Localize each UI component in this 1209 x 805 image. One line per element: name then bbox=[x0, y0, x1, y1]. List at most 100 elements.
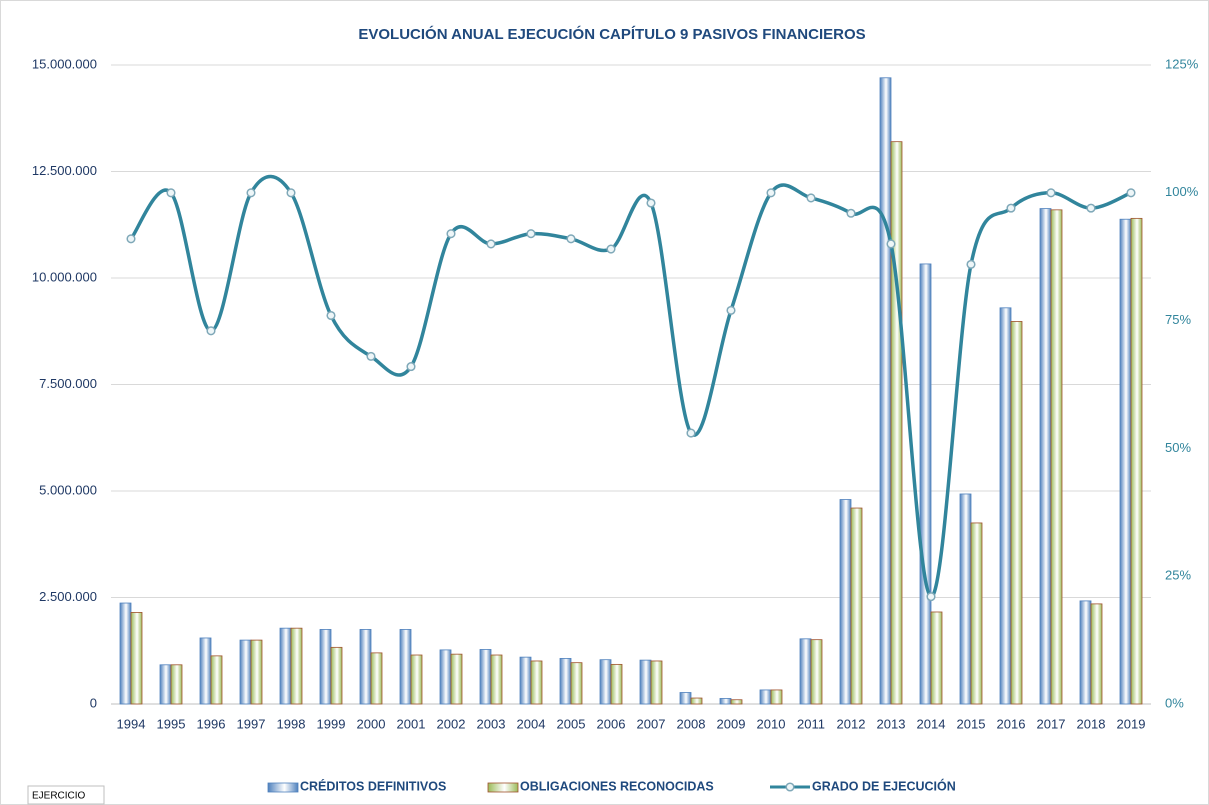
bar bbox=[1010, 321, 1023, 705]
bar bbox=[359, 629, 372, 705]
x-tick-label: 2007 bbox=[637, 716, 666, 731]
bar bbox=[399, 629, 412, 705]
bar bbox=[159, 664, 172, 705]
x-label: EJERCICIO bbox=[32, 791, 86, 802]
bar bbox=[850, 507, 863, 705]
bar bbox=[570, 662, 583, 705]
y-tick-label: 0 bbox=[90, 695, 97, 710]
x-tick-label: 2008 bbox=[677, 716, 706, 731]
line-marker bbox=[886, 239, 896, 249]
bar bbox=[759, 689, 772, 705]
bar bbox=[290, 627, 303, 705]
line-marker bbox=[486, 239, 496, 249]
line-marker bbox=[326, 310, 336, 321]
line-marker bbox=[766, 188, 776, 198]
y-tick-label: 5.000.000 bbox=[39, 482, 97, 497]
line-marker bbox=[366, 351, 376, 361]
bar bbox=[1079, 600, 1092, 705]
bar bbox=[970, 522, 983, 705]
bar bbox=[119, 602, 132, 705]
x-tick-label: 1995 bbox=[157, 716, 186, 731]
x-tick-label: 2016 bbox=[997, 716, 1026, 731]
line-marker bbox=[286, 188, 296, 198]
x-tick-label: 1996 bbox=[197, 716, 226, 731]
line-marker bbox=[166, 188, 176, 198]
x-tick-label: 1998 bbox=[277, 716, 306, 731]
legend-marker bbox=[785, 782, 795, 792]
x-tick-label: 2019 bbox=[1117, 716, 1146, 731]
line-marker bbox=[446, 229, 456, 239]
bar bbox=[439, 649, 452, 705]
y-tick-label: 2.500.000 bbox=[39, 589, 97, 604]
y-tick-label: 7.500.000 bbox=[39, 376, 97, 391]
x-label-box bbox=[27, 785, 105, 805]
bar bbox=[490, 654, 503, 705]
y-tick-label: 12.500.000 bbox=[32, 163, 97, 178]
x-tick-label: 2003 bbox=[477, 716, 506, 731]
line-marker bbox=[646, 198, 656, 208]
bar bbox=[170, 664, 183, 705]
x-tick-label: 2005 bbox=[557, 716, 586, 731]
line-marker bbox=[126, 234, 136, 244]
line-marker bbox=[606, 244, 616, 254]
bar bbox=[250, 639, 263, 705]
bar bbox=[239, 639, 252, 705]
line-marker bbox=[1126, 188, 1136, 198]
legend-label: OBLIGACIONES RECONOCIDAS bbox=[520, 779, 714, 793]
bar bbox=[959, 493, 972, 705]
line-marker bbox=[926, 592, 936, 602]
bar bbox=[559, 658, 572, 705]
bar bbox=[650, 660, 663, 705]
line-marker bbox=[526, 229, 536, 239]
bar bbox=[919, 263, 932, 705]
bar bbox=[530, 660, 543, 705]
x-tick-label: 1999 bbox=[317, 716, 346, 731]
line-marker bbox=[1046, 188, 1056, 198]
bar bbox=[999, 307, 1012, 705]
line-marker bbox=[846, 208, 856, 218]
line-marker bbox=[966, 259, 976, 269]
bar bbox=[730, 699, 743, 705]
x-tick-label: 2015 bbox=[957, 716, 986, 731]
bar bbox=[1039, 208, 1052, 705]
line-marker bbox=[726, 305, 736, 315]
bar bbox=[1130, 217, 1143, 705]
y-tick-label: 15.000.000 bbox=[32, 56, 97, 71]
chart-title: EVOLUCIÓN ANUAL EJECUCIÓN CAPÍTULO 9 PAS… bbox=[358, 25, 865, 43]
x-tick-label: 2004 bbox=[517, 716, 546, 731]
y2-tick-label: 125% bbox=[1165, 56, 1199, 71]
y2-tick-label: 50% bbox=[1165, 440, 1191, 455]
x-tick-label: 1994 bbox=[117, 716, 146, 731]
bar bbox=[599, 659, 612, 705]
bar bbox=[1050, 209, 1063, 705]
bar bbox=[770, 689, 783, 705]
bar bbox=[799, 638, 812, 705]
bar bbox=[930, 611, 943, 705]
bar bbox=[839, 499, 852, 705]
bar bbox=[719, 698, 732, 705]
x-tick-label: 2011 bbox=[797, 716, 825, 731]
bar bbox=[410, 654, 423, 705]
x-tick-label: 2018 bbox=[1077, 716, 1106, 731]
line-marker bbox=[406, 362, 416, 372]
bar bbox=[370, 652, 383, 705]
line-marker bbox=[206, 326, 216, 336]
bar bbox=[519, 656, 532, 705]
bar bbox=[210, 655, 223, 705]
legend-label: CRÉDITOS DEFINITIVOS bbox=[300, 778, 446, 793]
y2-tick-label: 0% bbox=[1165, 695, 1184, 710]
bar bbox=[610, 663, 623, 705]
line-marker bbox=[566, 234, 576, 244]
bar bbox=[810, 639, 823, 705]
y-tick-label: 10.000.000 bbox=[32, 269, 97, 284]
x-tick-label: 2001 bbox=[397, 716, 426, 731]
bar bbox=[879, 77, 892, 705]
bar bbox=[890, 141, 903, 705]
x-tick-label: 2002 bbox=[437, 716, 466, 731]
bar bbox=[1119, 218, 1132, 705]
line-marker bbox=[1086, 203, 1096, 213]
bar bbox=[450, 653, 463, 705]
bar bbox=[199, 637, 212, 705]
bar bbox=[279, 627, 292, 705]
